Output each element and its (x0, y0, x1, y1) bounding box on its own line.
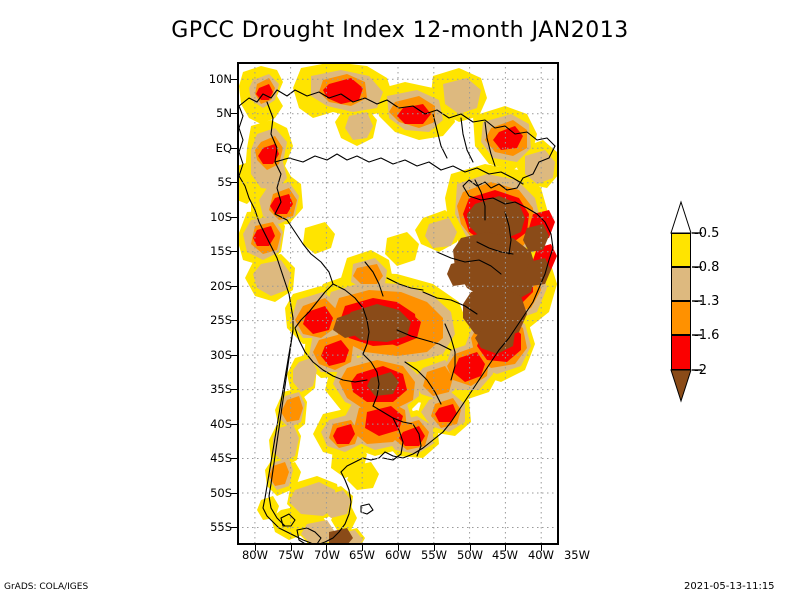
ytick-label: 20S (210, 279, 232, 293)
xtick-label: 55W (420, 548, 447, 562)
map-svg (237, 62, 559, 545)
xtick-label: 35W (563, 548, 590, 562)
colorbar-tick-label: -1.3 (694, 294, 720, 309)
ytick-label: 5N (216, 106, 232, 120)
ytick-label: 35S (210, 382, 232, 396)
colorbar-segment-orange (671, 301, 691, 335)
colorbar-arrow-top (670, 200, 692, 234)
colorbar-segment-tan (671, 267, 691, 301)
ytick-label: 30S (210, 348, 232, 362)
ytick-label: 40S (210, 417, 232, 431)
xtick-label: 65W (348, 548, 375, 562)
ytick-label: 10N (208, 72, 232, 86)
ytick-label: 5S (217, 175, 232, 189)
colorbar-arrow-bottom (670, 369, 692, 403)
xtick-label: 40W (527, 548, 554, 562)
drought-index-map (237, 62, 559, 545)
xtick-label: 75W (277, 548, 304, 562)
colorbar-tick-label: -0.8 (694, 260, 720, 275)
drought-band-brown (329, 196, 551, 545)
colorbar-tick-label: -2 (694, 363, 707, 378)
grads-watermark: GrADS: COLA/IGES (4, 582, 89, 592)
ytick-label: 50S (210, 486, 232, 500)
colorbar-tick-label: -0.5 (694, 226, 720, 241)
ytick-label: 10S (210, 210, 232, 224)
colorbar-segment-red (671, 335, 691, 370)
page-title: GPCC Drought Index 12-month JAN2013 (171, 18, 629, 43)
map-outlines (238, 89, 556, 545)
xtick-label: 60W (384, 548, 411, 562)
colorbar-tick-label: -1.6 (694, 328, 720, 343)
ytick-label: 55S (210, 520, 232, 534)
colorbar-segment-yellow (671, 233, 691, 267)
map-gridlines (237, 62, 559, 545)
ytick-label: 15S (210, 244, 232, 258)
render-timestamp: 2021-05-13-11:15 (684, 581, 775, 592)
xtick-label: 80W (241, 548, 268, 562)
colorbar: -0.5 -0.8 -1.3 -1.6 -2 (660, 196, 790, 408)
ytick-label: 25S (210, 313, 232, 327)
ytick-label: 45S (210, 451, 232, 465)
ytick-label: EQ (215, 141, 232, 155)
xtick-label: 45W (491, 548, 518, 562)
xtick-label: 50W (456, 548, 483, 562)
xtick-label: 70W (313, 548, 340, 562)
